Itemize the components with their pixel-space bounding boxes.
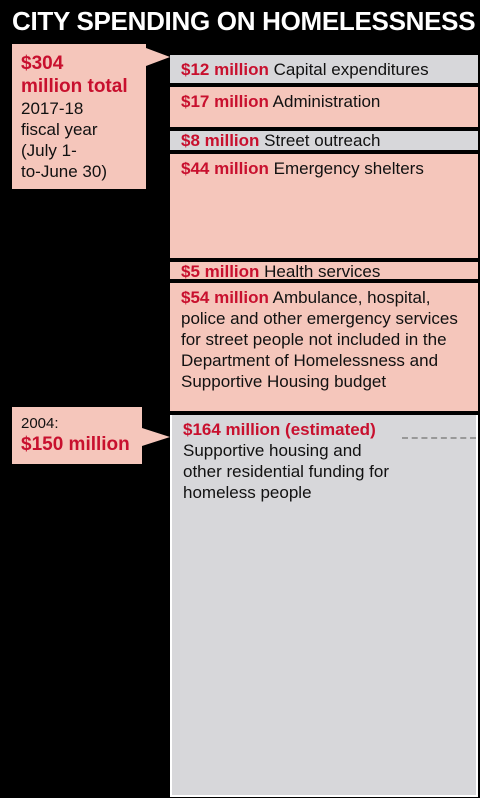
- segment-emergency-shelters: $44 million Emergency shelters: [170, 154, 478, 259]
- segment-street-outreach: $8 million Street outreach: [170, 131, 478, 151]
- year-2004-label: 2004:: [21, 415, 59, 432]
- total-amount-suffix: million total: [21, 76, 128, 97]
- segment-amount: $17 million: [181, 92, 269, 112]
- segment-amount: $44 million: [181, 159, 269, 179]
- year-2004-callout-pointer: [142, 428, 170, 446]
- total-note-line2: fiscal year: [21, 120, 98, 139]
- segment-label: Emergency shelters: [273, 159, 424, 179]
- segment-label: Administration: [272, 92, 381, 112]
- segment-label: Health services: [264, 262, 381, 280]
- segment-health-services: $5 million Health services: [170, 262, 478, 280]
- segment-amount: $12 million: [181, 60, 269, 79]
- segment-amount: $5 million: [181, 262, 260, 280]
- total-note-line4: to-June 30): [21, 162, 107, 181]
- total-callout: $304 million total 2017-18 fiscal year (…: [12, 44, 146, 189]
- segment-administration: $17 million Administration: [170, 87, 478, 128]
- total-amount: $304: [21, 53, 64, 74]
- year-2004-callout: 2004: $150 million: [12, 407, 142, 464]
- segment-amount: $8 million: [181, 131, 260, 151]
- total-callout-pointer: [146, 48, 170, 66]
- segment-label: Street outreach: [264, 131, 381, 151]
- segment-label: Ambulance, hospital, police and other em…: [181, 288, 458, 392]
- chart-title: CITY SPENDING ON HOMELESSNESS: [12, 6, 476, 36]
- segment-label: Capital expenditures: [273, 60, 429, 79]
- segment-ambulance-hospital: $54 million Ambulance, hospital, police …: [170, 283, 478, 411]
- year-2004-amount: $150 million: [21, 434, 130, 455]
- segment-supportive-housing: $164 million (estimated) Supportive housi…: [170, 414, 478, 797]
- total-note-line1: 2017-18: [21, 99, 84, 118]
- segment-amount: $54 million: [181, 288, 269, 308]
- segment-label: Supportive housing and other residential…: [183, 440, 390, 502]
- segment-capital-expenditures: $12 million Capital expenditures: [170, 55, 478, 84]
- segment-amount: $164 million (estimated): [183, 419, 376, 439]
- stacked-column: $12 million Capital expenditures $17 mill…: [170, 55, 478, 797]
- year-2004-marker-line: [402, 437, 476, 439]
- total-note-line3: (July 1-: [21, 141, 77, 160]
